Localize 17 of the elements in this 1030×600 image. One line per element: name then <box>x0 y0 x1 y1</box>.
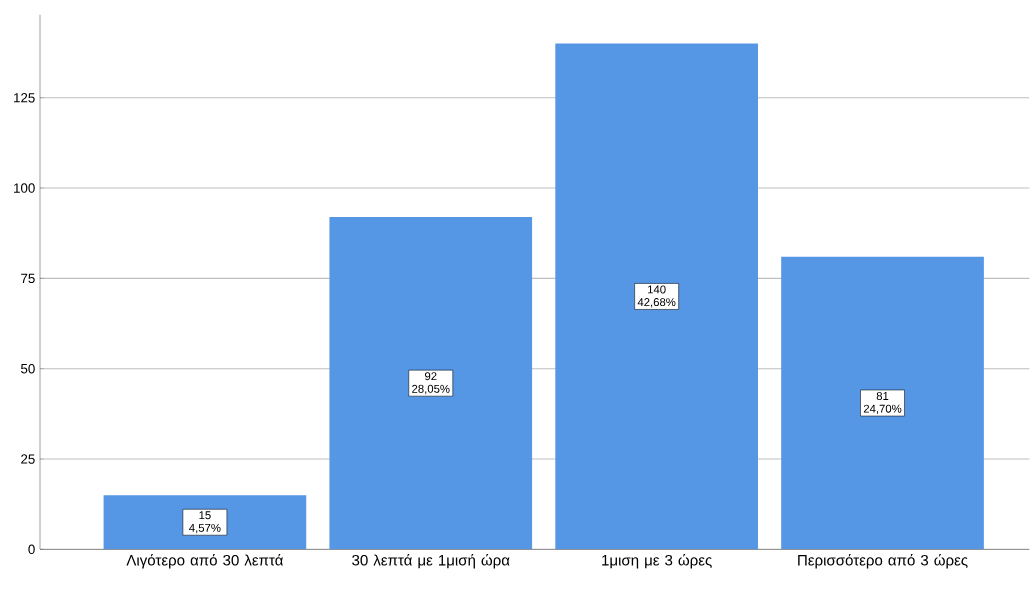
x-tick-label: 1μιση με 3 ώρες <box>602 554 712 569</box>
bar <box>555 43 758 550</box>
x-tick-label: 30 λεπτά με 1μισή ώρα <box>352 554 510 569</box>
data-label: 140 42,68% <box>637 285 676 308</box>
data-label: 81 24,70% <box>863 392 902 415</box>
data-label: 15 4,57% <box>189 511 221 534</box>
bar <box>781 256 984 550</box>
y-tick-label: 125 <box>14 93 35 103</box>
y-tick-label: 25 <box>21 454 35 464</box>
y-tick-label: 75 <box>21 273 35 284</box>
y-tick-label: 100 <box>14 183 35 193</box>
x-tick-label: Περισσότερο από 3 ώρες <box>798 554 968 569</box>
y-tick-label: 50 <box>21 363 35 374</box>
x-tick-label: Λιγότερο από 30 λεπτά <box>126 554 284 569</box>
bar <box>329 216 533 550</box>
y-tick-label: 0 <box>28 544 35 555</box>
data-label: 92 28,05% <box>412 372 450 395</box>
